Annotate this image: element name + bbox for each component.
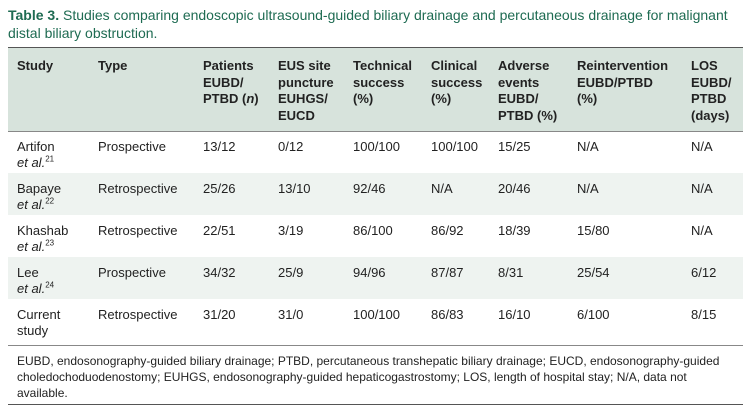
table-footnote: EUBD, endosonography-guided biliary drai… [8, 345, 743, 405]
table-row: Artifon et al.21 Prospective 13/12 0/12 … [8, 131, 743, 173]
cell-reintervention: 15/80 [577, 223, 610, 238]
cell-type: Prospective [98, 139, 166, 154]
cell-clinical: 87/87 [431, 265, 464, 280]
ref-superscript: 23 [45, 238, 55, 248]
study-etal: et al.23 [17, 238, 55, 254]
cell-reintervention: N/A [577, 181, 599, 196]
cell-puncture: 25/9 [278, 265, 304, 280]
cell-study: Artifon et al.21 [17, 139, 55, 171]
cell-clinical: 100/100 [431, 139, 478, 154]
cell-puncture: 13/10 [278, 181, 311, 196]
study-etal: et al.21 [17, 154, 55, 170]
table-caption: Table 3. Studies comparing endoscopic ul… [8, 6, 743, 42]
study-name: Current [17, 307, 61, 322]
cell-technical: 92/46 [353, 181, 386, 196]
cell-type: Retrospective [98, 223, 178, 238]
header-reintervention: Reintervention EUBD/PTBD (%) [577, 58, 669, 106]
cell-clinical: 86/92 [431, 223, 464, 238]
header-los: LOS EUBD/ PTBD (days) [691, 58, 732, 123]
study-name: Lee [17, 265, 39, 280]
cell-reintervention: N/A [577, 139, 599, 154]
header-type: Type [98, 58, 128, 73]
header-puncture: EUS site puncture EUHGS/ EUCD [278, 58, 334, 123]
cell-technical: 100/100 [353, 139, 400, 154]
cell-patients: 22/51 [203, 223, 236, 238]
header-adverse: Adverse events EUBD/ PTBD (%) [498, 58, 558, 123]
header-patients: Patients EUBD/ PTBD (n) [203, 58, 259, 106]
cell-puncture: 3/19 [278, 223, 304, 238]
cell-type: Prospective [98, 265, 166, 280]
cell-study: Lee et al.24 [17, 265, 54, 297]
ref-superscript: 24 [45, 280, 55, 290]
caption-text: Studies comparing endoscopic ultrasound-… [8, 7, 728, 41]
table-label: Table 3. [8, 7, 60, 23]
study-name: Bapaye [17, 181, 62, 196]
table-row: Bapaye et al.22 Retrospective 25/26 13/1… [8, 173, 743, 215]
table-header: Study Type Patients EUBD/ PTBD (n) EUS s… [8, 48, 743, 132]
ref-superscript: 22 [45, 196, 55, 206]
header-technical: Technical success (%) [353, 58, 413, 106]
cell-type: Retrospective [98, 181, 178, 196]
cell-adverse: 8/31 [498, 265, 524, 280]
study-name: Khashab [17, 223, 69, 238]
cell-technical: 94/96 [353, 265, 386, 280]
study-etal: study [17, 323, 49, 338]
cell-technical: 86/100 [353, 223, 393, 238]
cell-patients: 13/12 [203, 139, 236, 154]
cell-los: 6/12 [691, 265, 717, 280]
cell-study: Bapaye et al.22 [17, 181, 61, 213]
cell-adverse: 18/39 [498, 223, 531, 238]
header-study: Study [17, 58, 54, 73]
header-clinical: Clinical success (%) [431, 58, 483, 106]
table-row: Current study Retrospective 31/20 31/0 1… [8, 299, 743, 342]
cell-patients: 25/26 [203, 181, 236, 196]
cell-adverse: 16/10 [498, 307, 531, 322]
cell-los: N/A [691, 139, 713, 154]
cell-technical: 100/100 [353, 307, 400, 322]
study-name: Artifon [17, 139, 55, 154]
study-etal: et al.24 [17, 280, 55, 296]
cell-reintervention: 25/54 [577, 265, 610, 280]
cell-puncture: 31/0 [278, 307, 304, 322]
cell-study: Khashab et al.23 [17, 223, 68, 255]
cell-puncture: 0/12 [278, 139, 304, 154]
cell-patients: 31/20 [203, 307, 236, 322]
cell-type: Retrospective [98, 307, 178, 322]
data-table: Study Type Patients EUBD/ PTBD (n) EUS s… [8, 47, 743, 407]
cell-los: 8/15 [691, 307, 717, 322]
cell-clinical: 86/83 [431, 307, 464, 322]
ref-superscript: 21 [45, 154, 55, 164]
cell-adverse: 15/25 [498, 139, 531, 154]
cell-los: N/A [691, 181, 713, 196]
cell-los: N/A [691, 223, 713, 238]
study-etal: et al.22 [17, 196, 55, 212]
table-row: Lee et al.24 Prospective 34/32 25/9 94/9… [8, 257, 743, 299]
cell-clinical: N/A [431, 181, 453, 196]
cell-patients: 34/32 [203, 265, 236, 280]
cell-adverse: 20/46 [498, 181, 531, 196]
cell-reintervention: 6/100 [577, 307, 610, 322]
table-row: Khashab et al.23 Retrospective 22/51 3/1… [8, 215, 743, 257]
cell-study: Current study [17, 307, 60, 339]
